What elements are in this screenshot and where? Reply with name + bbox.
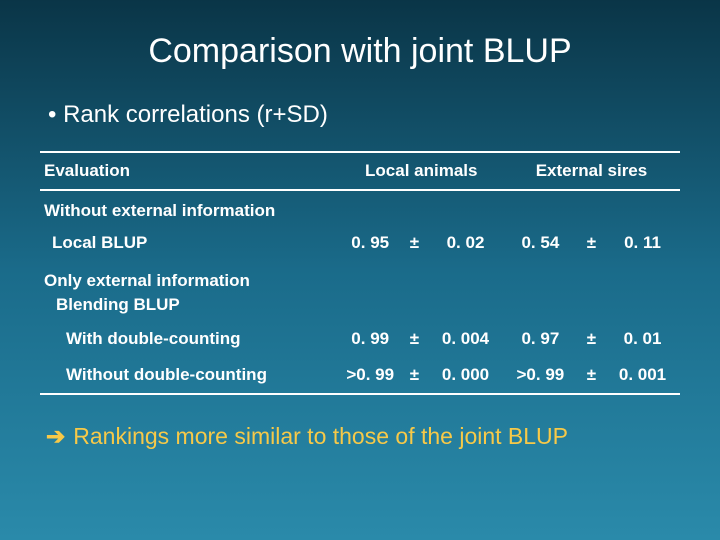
pm-icon: ± xyxy=(401,357,428,394)
conclusion-text: Rankings more similar to those of the jo… xyxy=(73,423,568,449)
section-without-external: Without external information xyxy=(40,190,680,225)
pm-icon: ± xyxy=(578,357,605,394)
slide: Comparison with joint BLUP • Rank correl… xyxy=(0,0,720,478)
local-blup-la-r: 0. 95 xyxy=(340,225,401,261)
with-dc-la-sd: 0. 004 xyxy=(428,321,503,357)
row-with-double-counting: With double-counting 0. 99 ± 0. 004 0. 9… xyxy=(40,321,680,357)
header-evaluation: Evaluation xyxy=(40,152,340,190)
with-dc-es-r: 0. 97 xyxy=(503,321,578,357)
with-dc-es-sd: 0. 01 xyxy=(605,321,680,357)
slide-title: Comparison with joint BLUP xyxy=(40,32,680,71)
comparison-table: Evaluation Local animals External sires … xyxy=(40,151,680,395)
table-header-row: Evaluation Local animals External sires xyxy=(40,152,680,190)
conclusion: ➔ Rankings more similar to those of the j… xyxy=(40,423,680,450)
row-without-double-counting: Without double-counting >0. 99 ± 0. 000 … xyxy=(40,357,680,394)
section-blending: Blending BLUP xyxy=(40,293,680,321)
label-local-blup: Local BLUP xyxy=(40,225,340,261)
without-dc-es-r: >0. 99 xyxy=(503,357,578,394)
pm-icon: ± xyxy=(578,321,605,357)
section-only-external: Only external information xyxy=(40,261,680,293)
without-dc-es-sd: 0. 001 xyxy=(605,357,680,394)
local-blup-es-sd: 0. 11 xyxy=(605,225,680,261)
pm-icon: ± xyxy=(578,225,605,261)
section-label-only-external: Only external information xyxy=(40,261,680,293)
section-label-blending: Blending BLUP xyxy=(40,293,680,321)
section-label-without-external: Without external information xyxy=(40,190,680,225)
bullet-rank-correlations: • Rank correlations (r+SD) xyxy=(40,101,680,129)
label-with-dc: With double-counting xyxy=(40,321,340,357)
header-local-animals: Local animals xyxy=(340,152,503,190)
pm-icon: ± xyxy=(401,225,428,261)
without-dc-la-sd: 0. 000 xyxy=(428,357,503,394)
pm-icon: ± xyxy=(401,321,428,357)
label-without-dc: Without double-counting xyxy=(40,357,340,394)
without-dc-la-r: >0. 99 xyxy=(340,357,401,394)
with-dc-la-r: 0. 99 xyxy=(340,321,401,357)
header-external-sires: External sires xyxy=(503,152,680,190)
row-local-blup: Local BLUP 0. 95 ± 0. 02 0. 54 ± 0. 11 xyxy=(40,225,680,261)
arrow-icon: ➔ xyxy=(46,423,65,450)
local-blup-la-sd: 0. 02 xyxy=(428,225,503,261)
local-blup-es-r: 0. 54 xyxy=(503,225,578,261)
